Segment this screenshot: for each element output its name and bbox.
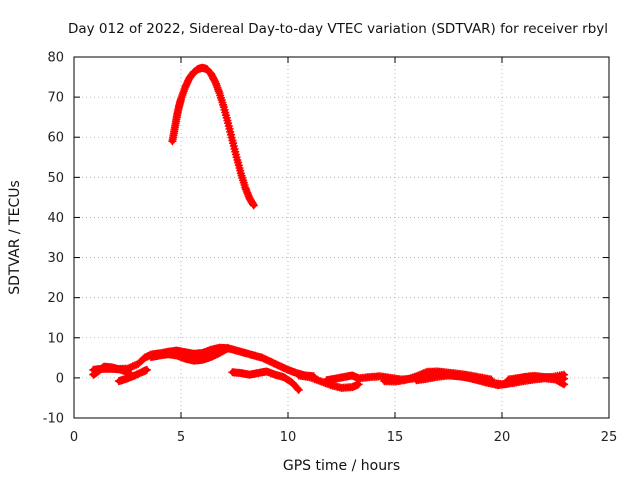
y-tick-label: 30 (47, 251, 64, 266)
series-arc-10 (504, 370, 569, 384)
series-arc-5 (228, 367, 303, 394)
y-tick-label: -10 (43, 412, 64, 427)
data-point-marker (560, 380, 569, 389)
x-tick-label: 10 (280, 430, 297, 445)
y-tick-label: 80 (47, 51, 64, 66)
x-tick-label: 0 (70, 430, 78, 445)
y-tick-label: 20 (47, 291, 64, 306)
y-tick-label: 10 (47, 331, 64, 346)
tick-layer (73, 56, 610, 419)
plot-frame (73, 56, 610, 419)
series-arc-2 (89, 362, 134, 379)
y-axis-title: SDTVAR / TECUs (7, 180, 23, 295)
x-tick-label: 5 (177, 430, 185, 445)
data-point-marker (224, 344, 233, 353)
y-tick-label: 0 (56, 371, 64, 386)
y-tick-label: 70 (47, 91, 64, 106)
label-layer: 0 5 10 15 20 25 -10 0 10 20 30 40 50 60 70 80 (43, 51, 618, 446)
y-tick-label: 40 (47, 211, 64, 226)
data-point-marker (249, 201, 258, 210)
series-layer (89, 63, 569, 394)
data-point-marker (127, 363, 136, 372)
series-arc-peak (168, 63, 258, 210)
chart-title: Day 012 of 2022, Sidereal Day-to-day VTE… (68, 21, 608, 37)
data-point-marker (293, 384, 302, 393)
x-tick-label: 20 (494, 430, 511, 445)
data-point-marker (560, 370, 569, 379)
data-point-marker (142, 365, 151, 374)
data-point-marker (294, 385, 303, 394)
y-tick-label: 50 (47, 171, 64, 186)
series-arc-4 (147, 344, 233, 365)
y-tick-label: 60 (47, 131, 64, 146)
x-axis-title: GPS time / hours (283, 458, 400, 474)
series-arc-3 (114, 365, 151, 386)
grid-layer (74, 57, 609, 418)
x-tick-label: 15 (387, 430, 404, 445)
x-tick-label: 25 (601, 430, 618, 445)
